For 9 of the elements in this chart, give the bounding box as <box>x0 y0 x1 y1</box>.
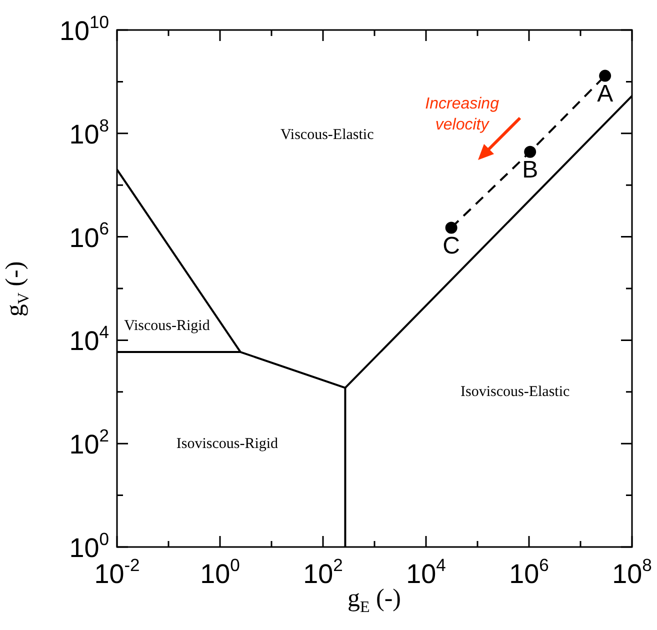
annotation: Increasing velocity <box>425 96 500 134</box>
annotation: Viscous-Elastic <box>280 126 374 143</box>
annotation: Isoviscous-Elastic <box>460 384 570 400</box>
data-label: C <box>442 232 460 260</box>
data-label: B <box>522 156 538 184</box>
annotation: Isoviscous-Rigid <box>176 436 279 452</box>
x-axis-title: g$_{E}$ (-) <box>348 585 402 617</box>
annotation: Viscous-Rigid <box>124 318 210 334</box>
data-label: A <box>597 80 614 108</box>
